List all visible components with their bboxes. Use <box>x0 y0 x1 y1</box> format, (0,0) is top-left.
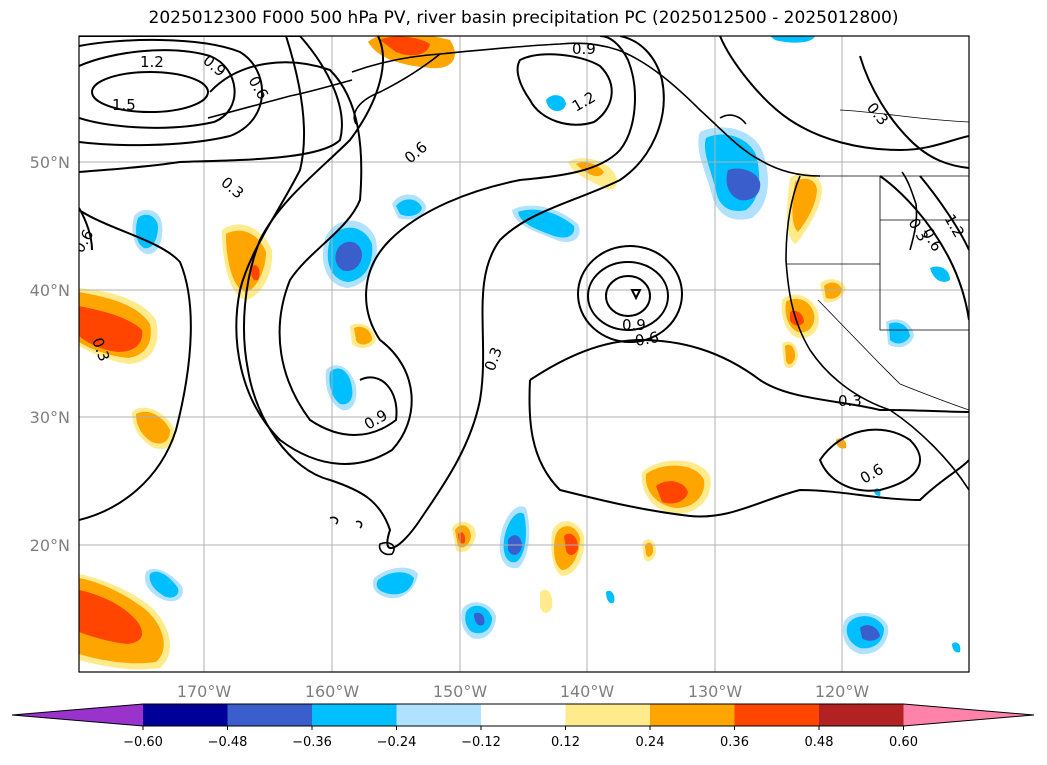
contour-label: 0.9 <box>622 316 646 334</box>
precip-blob <box>335 241 362 272</box>
colorbar-segment <box>734 704 820 726</box>
precip-blob <box>889 322 910 344</box>
colorbar-extend-high <box>903 704 1034 726</box>
colorbar-tick-label: 0.36 <box>720 735 749 750</box>
lat-label: 30°N <box>30 408 70 427</box>
colorbar-extend-low <box>12 704 143 726</box>
precip-blob <box>770 36 815 43</box>
precip-blob <box>792 178 817 232</box>
colorbar-segment <box>819 704 904 726</box>
precip-blob <box>474 612 485 626</box>
colorbar-segment <box>396 704 482 726</box>
precip-blob <box>136 214 158 249</box>
precip-blob <box>79 306 143 352</box>
lon-label: 120°W <box>815 682 870 701</box>
colorbar-segment <box>481 704 566 726</box>
precip-blob <box>645 542 654 557</box>
contour-label: 1.2 <box>140 53 164 71</box>
precip-blob <box>726 168 761 201</box>
colorbar-tick-label: 0.60 <box>889 735 918 750</box>
contour-label: 0.6 <box>634 328 661 350</box>
lon-label: 140°W <box>560 682 615 701</box>
colorbar: −0.60 −0.48 −0.36 −0.24 −0.12 0.12 0.24 0.36 0.4… <box>11 703 1035 750</box>
map-background <box>79 36 969 672</box>
colorbar-segment <box>227 704 313 726</box>
precip-blob <box>354 326 372 345</box>
pv-contours <box>79 36 969 550</box>
contour-label: 0.3 <box>838 392 862 410</box>
colorbar-tick-label: 0.12 <box>551 735 580 750</box>
colorbar-tick-label: −0.36 <box>292 735 332 750</box>
lat-label: 50°N <box>30 153 70 172</box>
colorbar-tick-label: −0.24 <box>377 735 417 750</box>
precip-blob <box>656 481 688 504</box>
precip-blob <box>540 589 553 613</box>
precip-blob <box>860 625 880 641</box>
lon-label: 150°W <box>433 682 488 701</box>
colorbar-tick-label: −0.12 <box>461 735 501 750</box>
colorbar-tick-label: 0.48 <box>805 735 834 750</box>
lat-label: 40°N <box>30 281 70 300</box>
precip-blob <box>576 162 604 177</box>
lon-label: 160°W <box>305 682 360 701</box>
colorbar-segment <box>565 704 651 726</box>
precip-shading <box>79 36 961 670</box>
lon-label: 130°W <box>688 682 743 701</box>
precip-blob <box>930 266 950 282</box>
precip-blob <box>785 344 796 365</box>
precip-blob <box>564 533 578 556</box>
lon-label: 170°W <box>177 682 232 701</box>
colorbar-segment <box>650 704 735 726</box>
precip-blob <box>396 199 422 216</box>
colorbar-tick-label: 0.24 <box>636 735 665 750</box>
precip-blob <box>149 571 179 598</box>
lat-label: 20°N <box>30 536 70 555</box>
precip-blob <box>380 36 430 56</box>
precip-blob <box>606 590 615 604</box>
precip-blob <box>952 642 961 653</box>
precip-blob <box>136 411 170 444</box>
map-frame <box>78 35 970 673</box>
colorbar-segment <box>143 704 228 726</box>
colorbar-tick-label: −0.48 <box>208 735 248 750</box>
precip-blob <box>546 95 566 112</box>
precip-blob <box>824 282 842 299</box>
precip-blob <box>790 310 804 326</box>
colorbar-tick-label: −0.60 <box>123 735 163 750</box>
latitude-labels: 50°N 40°N 30°N 20°N <box>30 153 70 555</box>
contour-label: 0.9 <box>572 40 596 58</box>
precip-blob <box>79 590 143 644</box>
precip-blob <box>376 572 414 595</box>
contour-label: 1.5 <box>112 96 136 114</box>
longitude-labels: 170°W 160°W 150°W 140°W 130°W 120°W <box>177 682 870 701</box>
precip-blob <box>329 368 353 405</box>
colorbar-segment <box>312 704 397 726</box>
map-title: 2025012300 F000 500 hPa PV, river basin … <box>148 8 899 28</box>
precip-blob <box>251 265 260 281</box>
